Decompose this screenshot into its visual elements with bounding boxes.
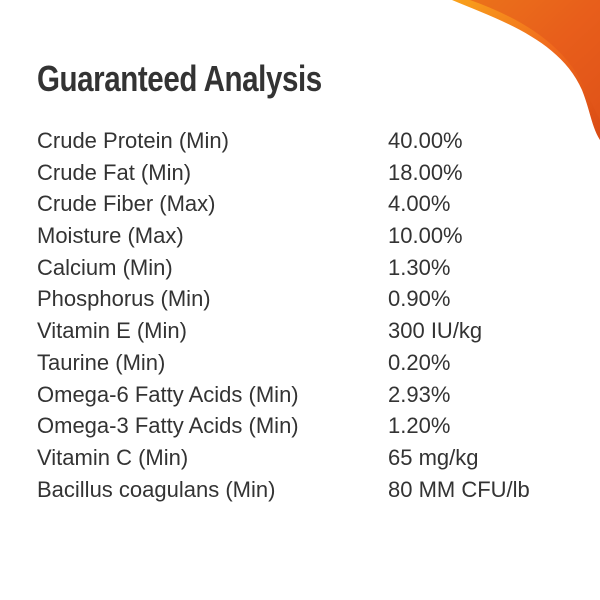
nutrient-label: Crude Fiber (Max) [37, 191, 216, 217]
nutrient-value: 1.20% [388, 413, 451, 439]
nutrient-value: 10.00% [388, 223, 463, 249]
nutrient-label: Calcium (Min) [37, 254, 173, 280]
nutrient-value: 2.93% [388, 381, 451, 407]
nutrient-value: 65 mg/kg [388, 444, 479, 470]
nutrient-value: 40.00% [388, 128, 463, 153]
nutrient-label: Crude Protein (Min) [37, 128, 229, 153]
nutrient-label: Omega-3 Fatty Acids (Min) [37, 413, 299, 439]
nutrient-value: 18.00% [388, 159, 463, 185]
swoosh-shade [470, 0, 600, 120]
nutrient-value: 4.00% [388, 191, 451, 217]
nutrient-label: Crude Fat (Min) [37, 159, 192, 185]
nutrient-value: 0.20% [388, 349, 451, 375]
nutrient-label: Vitamin E (Min) [37, 318, 187, 344]
title: Guaranteed Analysis [37, 58, 322, 99]
nutrient-label: Taurine (Min) [37, 349, 166, 375]
nutrient-label: Moisture (Max) [37, 223, 184, 249]
nutrient-value: 80 MM CFU/lb [388, 476, 530, 502]
nutrient-label: Phosphorus (Min) [37, 286, 211, 312]
nutrient-value: 300 IU/kg [388, 318, 483, 344]
nutrient-label: Bacillus coagulans (Min) [37, 476, 276, 502]
nutrient-value: 1.30% [388, 254, 451, 280]
nutrient-label: Vitamin C (Min) [37, 444, 189, 470]
nutrient-value: 0.90% [388, 286, 451, 312]
nutrient-label: Omega-6 Fatty Acids (Min) [37, 381, 299, 407]
